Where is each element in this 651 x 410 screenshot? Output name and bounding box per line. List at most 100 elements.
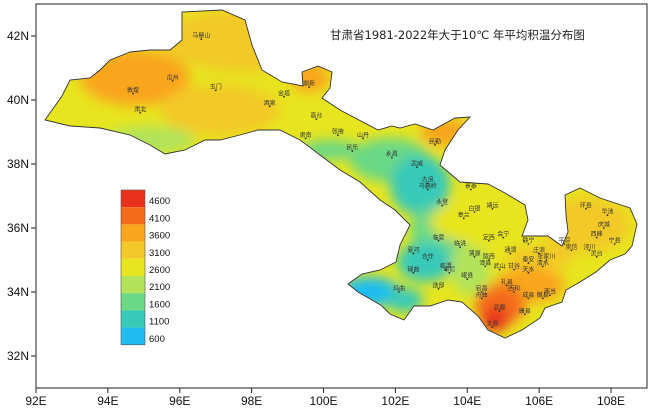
place-label: 礼县 [501, 278, 513, 286]
place-label: 西和 [508, 285, 520, 293]
place-label: 庄浪 [533, 246, 545, 254]
place-label: 两当 [544, 288, 556, 296]
place-label: 定西 [483, 233, 495, 241]
legend-swatch [121, 258, 145, 276]
y-tick-label: 42N [7, 29, 29, 43]
place-marker [549, 294, 551, 297]
x-tick-label: 108E [597, 394, 625, 408]
x-tick-label: 96E [169, 394, 190, 408]
legend-label: 600 [149, 334, 165, 345]
place-marker [541, 297, 544, 300]
place-marker [595, 236, 598, 239]
place-label: 临潭 [440, 262, 452, 270]
place-label: 碌曲 [407, 265, 419, 273]
place-marker [480, 291, 483, 293]
place-label: 金塔 [278, 89, 290, 97]
x-tick-label: 104E [453, 394, 481, 408]
place-marker [466, 278, 469, 281]
legend: 4600 4100 3600 3100 2600 2100 1600 1100 600 [120, 189, 170, 346]
place-marker [132, 92, 134, 95]
place-label: 西峰 [591, 230, 603, 238]
place-label: 灵台 [591, 249, 603, 257]
y-tick-label: 40N [7, 93, 29, 107]
place-marker [527, 271, 530, 274]
place-marker [315, 118, 318, 121]
place-label: 陇西 [483, 253, 495, 261]
place-marker [412, 252, 415, 255]
place-marker [498, 310, 501, 313]
place-marker [563, 243, 566, 245]
legend-label: 2100 [149, 282, 170, 293]
place-marker [362, 137, 364, 140]
place-label: 永登 [436, 198, 448, 206]
place-marker [426, 259, 429, 261]
place-label: 卓尼 [443, 265, 455, 273]
place-marker [527, 262, 530, 265]
place-label: 张掖 [332, 128, 344, 136]
place-label: 民乐 [346, 145, 358, 152]
x-tick-label: 102E [381, 394, 409, 408]
place-marker [473, 255, 476, 258]
place-marker [502, 236, 505, 239]
place-label: 白银 [468, 205, 480, 213]
place-marker [390, 156, 393, 159]
legend-label: 4100 [149, 213, 170, 224]
place-label: 舟曲 [476, 291, 488, 299]
place-label: 敦煌 [127, 86, 139, 94]
place-marker [527, 243, 530, 245]
place-marker [462, 217, 465, 220]
place-label: 宁县 [609, 237, 621, 245]
place-label: 马鬃山 [192, 32, 210, 40]
place-marker [448, 271, 451, 274]
place-marker [487, 239, 490, 242]
place-marker [527, 297, 530, 300]
legend-swatch [121, 310, 145, 328]
place-label: 会宁 [497, 230, 509, 238]
y-tick-label: 32N [7, 349, 29, 363]
place-label: 甘谷 [508, 262, 520, 270]
place-label: 平凉 [558, 237, 570, 245]
place-marker [613, 243, 616, 245]
place-marker [505, 284, 508, 287]
place-marker [585, 207, 587, 210]
x-tick-label: 92E [25, 394, 46, 408]
place-marker [171, 79, 174, 82]
y-tick-label: 34N [7, 285, 29, 299]
place-label: 临夏 [433, 233, 445, 241]
place-label: 合作 [422, 253, 434, 261]
place-marker [588, 249, 591, 252]
place-marker [545, 259, 548, 261]
place-label: 景泰 [465, 182, 477, 190]
place-label: 夏河 [407, 246, 419, 254]
y-tick-label: 38N [7, 157, 29, 171]
place-label: 环县 [580, 202, 592, 209]
place-marker [200, 38, 203, 41]
place-label: 庆城 [598, 221, 610, 229]
place-label: 玉门 [210, 83, 222, 91]
legend-swatch [121, 190, 145, 208]
place-label: 古浪 [422, 176, 434, 184]
place-label: 临洮 [454, 240, 466, 248]
place-label: 瓜州 [167, 74, 179, 81]
legend-label: 4600 [149, 196, 170, 207]
place-marker [139, 111, 142, 114]
place-marker [538, 252, 541, 255]
place-marker [304, 137, 307, 140]
legend-label: 3100 [149, 248, 170, 259]
place-marker [416, 166, 418, 169]
place-label: 靖远 [486, 201, 498, 209]
place-marker [434, 143, 436, 146]
legend-swatch [121, 207, 145, 225]
place-marker [426, 182, 429, 185]
x-tick-label: 94E [97, 394, 118, 408]
place-label: 武山 [494, 262, 506, 270]
place-marker [491, 326, 494, 329]
place-label: 漳县 [479, 259, 491, 267]
y-tick-label: 36N [7, 221, 29, 235]
place-marker [459, 246, 462, 249]
place-label: 通渭 [504, 246, 516, 254]
place-marker [473, 211, 476, 213]
map-title: 甘肃省1981-2022年大于10℃ 年平均积温分布图 [330, 28, 585, 42]
place-marker [541, 265, 544, 268]
